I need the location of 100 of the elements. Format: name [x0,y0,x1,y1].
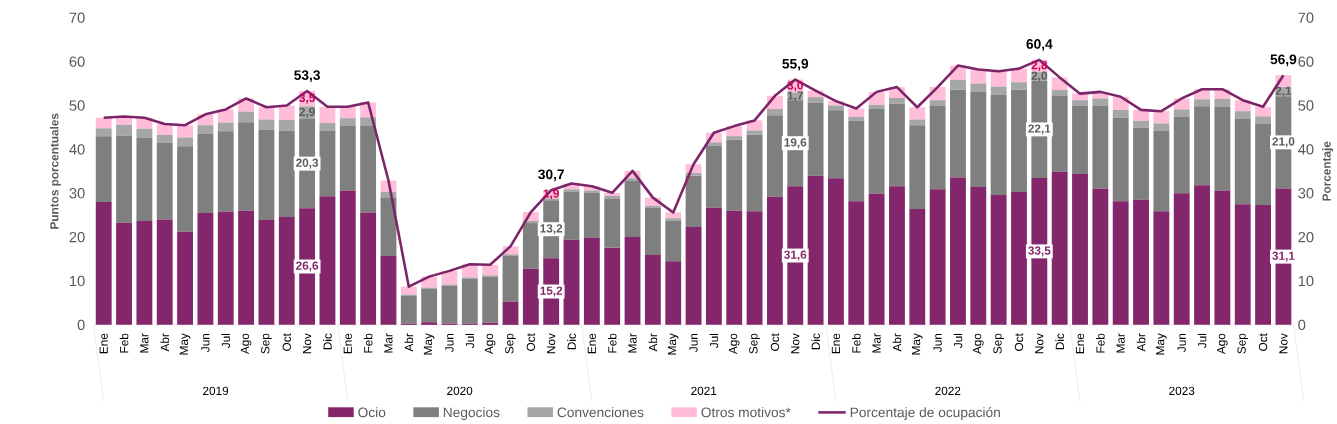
bar [848,120,865,201]
bar [909,125,926,209]
bar [929,105,946,190]
bar [116,124,132,136]
bar [177,137,193,147]
x-tick-label: Oct [282,333,291,351]
bar [1072,173,1088,325]
bar [970,83,987,92]
bar [177,146,193,232]
x-tick-label: Dic [811,333,820,350]
bar [116,135,132,223]
bar [1133,127,1149,200]
bar [1072,100,1088,106]
bar [604,198,621,248]
x-tick-label: Nov [1279,333,1288,353]
bar [990,194,1007,325]
bar [1255,116,1271,124]
bar [1011,89,1027,192]
bar [868,104,885,109]
x-tick-label: Mar [628,333,637,353]
x-tick-label: Feb [1096,333,1105,353]
bar [1234,204,1251,325]
bar [1173,193,1190,325]
bar [1255,123,1271,205]
bar [522,268,539,325]
x-tick-label: May [1156,333,1167,355]
bar [1092,105,1109,189]
bar [644,207,661,255]
bar [1234,118,1251,205]
y2-tick-label: 50 [1298,100,1314,111]
bar [1153,123,1170,131]
data-label: 33,5 [1028,246,1051,257]
x-tick-label: Abr [404,333,414,352]
bar [868,193,885,325]
bar [1092,98,1109,106]
bar [766,196,783,325]
bar [177,231,193,325]
x-tick-label: Ene [1075,333,1085,353]
bar [583,237,600,325]
bar [726,210,743,325]
x-tick-label: Feb [119,333,129,353]
bar [929,189,946,325]
bar [583,190,600,193]
y2-tick-label: 10 [1298,275,1314,287]
x-tick-label: Sep [749,333,760,354]
bar [278,105,295,120]
bar [1051,95,1068,172]
x-tick-label: Oct [1258,333,1268,351]
bar [217,122,234,132]
bar [156,142,173,220]
bar [136,220,153,325]
bar [1011,191,1027,325]
bar [1133,199,1149,325]
bar [1011,82,1027,90]
bar [1112,200,1129,325]
bar [889,103,905,187]
x-tick-label: Nov [547,333,556,353]
bar [746,130,763,135]
y-tick-label: 70 [69,12,85,23]
x-tick-label: Sep [993,333,1004,354]
bar [177,125,193,138]
x-tick-label: Mar [140,333,149,353]
bar [156,219,173,325]
data-label: 55,9 [782,58,809,71]
bar [319,106,336,123]
y2-tick-label: 60 [1298,56,1314,67]
x-tick-label: Jul [221,333,231,348]
bar [360,212,377,325]
x-tick-label: Ene [587,333,596,353]
bar [1153,111,1170,124]
bar [807,102,824,176]
x-tick-label: May [912,333,923,355]
x-tick-label: Abr [160,333,170,352]
data-label: 56,9 [1270,54,1297,67]
bar [400,295,417,324]
text: 2019 [203,386,229,395]
x-tick-label: Jul [953,333,963,348]
bar [217,131,234,212]
bar [1051,89,1068,96]
y2-tick-label: 40 [1298,144,1314,155]
data-label: 53,3 [294,70,320,82]
x-tick-label: Ago [1217,333,1228,354]
bar [238,122,255,211]
x-tick-label: Oct [770,333,780,351]
x-tick-label: Feb [851,333,861,353]
x-tick-label: Sep [505,333,516,354]
x-tick-label: Jun [201,333,210,352]
bar [1173,116,1190,194]
bar [95,128,112,137]
x-tick-label: Mar [1116,333,1125,353]
bar [238,210,255,325]
bar [339,125,356,191]
x-tick-label: Abr [648,333,658,352]
bar [278,119,295,131]
x-tick-label: Dic [323,333,332,350]
bar [339,118,356,126]
bar [889,97,905,104]
data-label: 20,3 [296,158,319,169]
bar [482,322,499,325]
bar [319,196,336,325]
